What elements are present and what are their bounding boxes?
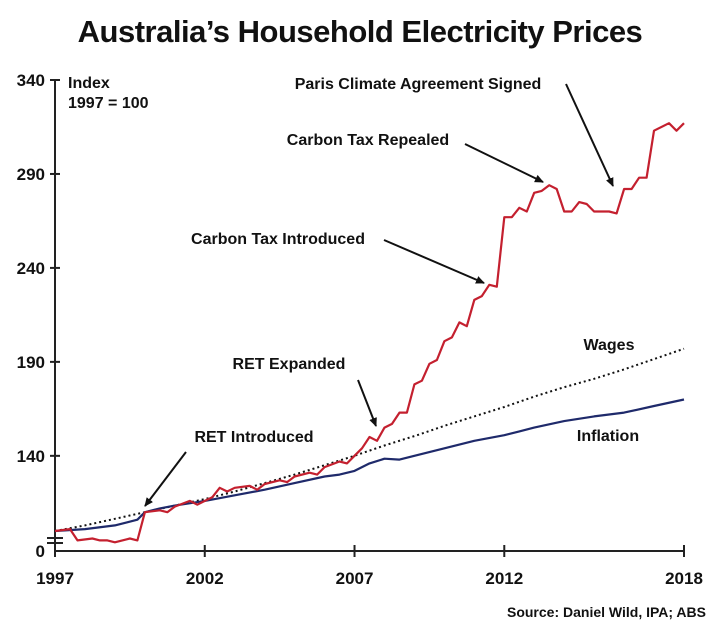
series-line-wages xyxy=(54,347,685,532)
series-label-wages: Wages xyxy=(584,337,635,354)
annotation-arrow xyxy=(144,451,187,507)
series-layer: Wages Inflation xyxy=(54,122,685,544)
series-label-inflation: Inflation xyxy=(577,428,639,445)
annotation-arrow xyxy=(383,239,485,284)
series-line-electricity xyxy=(54,122,685,544)
x-tick-label: 2002 xyxy=(186,569,224,588)
x-tick-label: 2018 xyxy=(665,569,703,588)
x-tick-label: 2012 xyxy=(485,569,523,588)
y-tick-label: 190 xyxy=(17,353,45,372)
annotation-layer: RET Introduced RET Expanded Carbon Tax Int… xyxy=(144,76,614,507)
source-note: Source: Daniel Wild, IPA; ABS xyxy=(507,604,706,620)
annotation-arrow xyxy=(464,143,544,183)
y-unit-label-line2: 1997 = 100 xyxy=(68,95,149,112)
y-tick-label: 240 xyxy=(17,259,45,278)
annotation-label: RET Expanded xyxy=(233,356,346,373)
y-tick-label: 140 xyxy=(17,447,45,466)
y-unit-label-line1: Index xyxy=(68,75,110,92)
annotation-arrow xyxy=(565,83,614,187)
annotation-label: Carbon Tax Repealed xyxy=(287,132,449,149)
annotation-label: RET Introduced xyxy=(194,429,313,446)
annotation-arrow xyxy=(357,379,377,427)
annotation-label: Paris Climate Agreement Signed xyxy=(295,76,542,93)
chart-title: Australia’s Household Electricity Prices xyxy=(78,14,643,49)
annotation-label: Carbon Tax Introduced xyxy=(191,231,365,248)
y-zero-label: 0 xyxy=(36,542,45,561)
axes: 340 290 240 190 140 0 1997 2002 2007 2012 2018 xyxy=(17,71,703,588)
y-tick-label: 290 xyxy=(17,165,45,184)
y-tick-label: 340 xyxy=(17,71,45,90)
x-tick-label: 1997 xyxy=(36,569,74,588)
x-tick-label: 2007 xyxy=(336,569,374,588)
